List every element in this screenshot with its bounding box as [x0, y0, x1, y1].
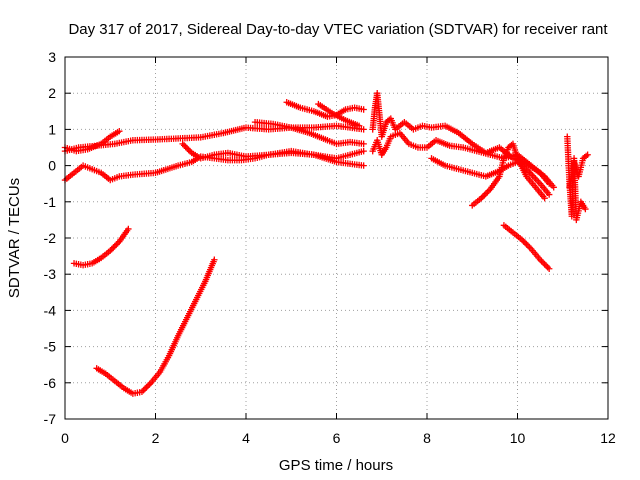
grid: [65, 57, 608, 419]
y-tick-label: -7: [44, 411, 57, 427]
y-tick-label: -6: [44, 375, 57, 391]
data-points: [61, 90, 591, 397]
data-point: [521, 239, 529, 247]
data-point: [111, 242, 118, 250]
series-track-e: [251, 118, 367, 148]
series-track-b: [61, 128, 123, 155]
data-point: [116, 128, 123, 135]
series-track-n: [70, 225, 132, 269]
data-point: [360, 147, 367, 155]
y-tick-label: -1: [44, 194, 57, 210]
x-tick-label: 6: [333, 430, 341, 446]
series-track-j: [428, 155, 553, 198]
y-tick-label: -2: [44, 230, 57, 246]
y-tick-label: 3: [48, 49, 56, 65]
series-track-d: [179, 140, 367, 162]
y-tick-label: -5: [44, 339, 57, 355]
series-track-p: [500, 222, 553, 272]
data-point: [143, 384, 150, 391]
series-track-l: [564, 133, 589, 224]
data-point: [125, 225, 132, 233]
data-point: [582, 205, 589, 213]
x-tick-label: 12: [600, 430, 616, 446]
series-track-g: [315, 100, 363, 129]
data-point: [479, 193, 487, 200]
data-point: [360, 162, 367, 169]
data-point: [541, 194, 548, 202]
series-track-i: [369, 129, 557, 191]
data-point: [185, 146, 192, 154]
data-point: [144, 382, 152, 390]
y-tick-label: -4: [44, 302, 57, 318]
data-point: [360, 140, 367, 148]
data-point: [584, 151, 591, 158]
data-point: [146, 381, 153, 388]
data-point: [538, 258, 545, 265]
data-point: [183, 145, 191, 152]
data-point: [360, 126, 367, 133]
data-point: [550, 184, 557, 191]
x-tick-label: 0: [61, 430, 69, 446]
data-point: [524, 242, 532, 250]
series-track-h: [369, 90, 553, 187]
series-track-m: [566, 151, 591, 191]
series-track-k: [469, 140, 548, 209]
series-track-o: [93, 256, 218, 397]
y-tick-label: 2: [48, 85, 56, 101]
data-point: [179, 140, 186, 148]
data-point: [544, 264, 551, 271]
data-point: [541, 261, 548, 268]
chart-title: Day 317 of 2017, Sidereal Day-to-day VTE…: [68, 21, 608, 38]
x-tick-label: 8: [423, 430, 431, 446]
data-point: [110, 244, 117, 251]
data-point: [108, 245, 115, 253]
x-tick-label: 4: [242, 430, 250, 446]
x-axis-label: GPS time / hours: [279, 457, 393, 474]
data-point: [542, 262, 550, 269]
data-point: [355, 122, 363, 129]
data-point: [113, 241, 120, 248]
data-point: [180, 142, 188, 149]
data-point: [539, 259, 547, 266]
data-point: [481, 191, 488, 199]
data-point: [360, 106, 367, 113]
x-tick-label: 2: [152, 430, 160, 446]
y-tick-label: 1: [48, 121, 56, 137]
x-tick-label: 10: [510, 430, 526, 446]
data-point: [545, 265, 553, 272]
y-tick-label: 0: [48, 158, 56, 174]
data-point: [482, 190, 490, 197]
data-point: [182, 143, 189, 151]
data-point: [526, 244, 533, 251]
data-point: [211, 256, 218, 263]
y-axis-label: SDTVAR / TECUs: [6, 178, 23, 298]
data-point: [484, 188, 491, 196]
data-point: [523, 241, 530, 248]
data-point: [141, 385, 149, 393]
data-point: [520, 238, 527, 245]
plot-frame: [64, 56, 609, 420]
y-tick-label: -3: [44, 266, 57, 282]
data-point: [545, 191, 553, 198]
